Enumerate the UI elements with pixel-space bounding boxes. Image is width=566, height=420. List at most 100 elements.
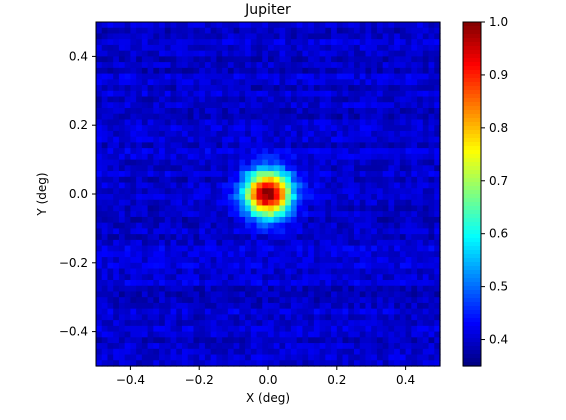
heatmap-cell	[113, 153, 120, 161]
heatmap-cell	[147, 343, 154, 350]
heatmap-cell	[417, 176, 424, 184]
heatmap-cell	[182, 102, 189, 109]
heatmap-cell	[101, 337, 109, 344]
heatmap-cell	[273, 188, 281, 195]
heatmap-cell	[176, 280, 183, 287]
heatmap-cell	[359, 262, 367, 270]
heatmap-cell	[227, 291, 235, 298]
heatmap-cell	[434, 79, 441, 86]
heatmap-cell	[422, 85, 430, 92]
heatmap-cell	[359, 216, 367, 224]
heatmap-cell	[193, 176, 200, 184]
heatmap-cell	[222, 171, 229, 178]
heatmap-cell	[147, 96, 154, 103]
heatmap-cell	[147, 268, 154, 275]
heatmap-cell	[159, 194, 166, 201]
heatmap-cell	[376, 62, 384, 69]
heatmap-cell	[268, 320, 275, 327]
heatmap-cell	[296, 308, 303, 315]
heatmap-cell	[130, 325, 137, 333]
heatmap-cell	[101, 90, 109, 98]
heatmap-cell	[319, 176, 326, 184]
heatmap-cell	[399, 343, 407, 350]
heatmap-cell	[388, 67, 395, 75]
heatmap-cell	[296, 33, 303, 40]
heatmap-cell	[216, 50, 223, 57]
heatmap-cell	[130, 245, 137, 252]
heatmap-cell	[296, 22, 303, 29]
heatmap-cell	[394, 251, 401, 258]
heatmap-cell	[422, 257, 430, 264]
heatmap-cell	[290, 73, 298, 80]
heatmap-cell	[348, 171, 355, 178]
heatmap-cell	[118, 85, 126, 92]
heatmap-cell	[417, 297, 424, 304]
heatmap-cell	[348, 44, 355, 52]
heatmap-cell	[233, 280, 240, 287]
heatmap-cell	[107, 136, 114, 143]
heatmap-cell	[428, 228, 435, 235]
heatmap-cell	[371, 348, 378, 356]
heatmap-cell	[113, 33, 120, 40]
heatmap-cell	[101, 50, 109, 57]
heatmap-cell	[411, 354, 418, 361]
heatmap-cell	[164, 257, 172, 264]
heatmap-cell	[422, 33, 430, 40]
heatmap-cell	[388, 234, 395, 241]
heatmap-cell	[113, 257, 120, 264]
heatmap-cell	[187, 274, 195, 281]
heatmap-cell	[124, 67, 131, 75]
heatmap-cell	[239, 308, 246, 315]
heatmap-cell	[153, 142, 160, 149]
heatmap-cell	[216, 354, 223, 361]
heatmap-cell	[331, 337, 338, 344]
heatmap-cell	[279, 136, 286, 143]
heatmap-cell	[239, 297, 246, 304]
heatmap-cell	[417, 222, 424, 229]
heatmap-cell	[199, 314, 206, 321]
heatmap-cell	[308, 56, 315, 63]
heatmap-cell	[262, 148, 269, 155]
y-tick-label: 0.0	[69, 187, 88, 201]
heatmap-cell	[382, 360, 389, 367]
heatmap-cell	[107, 90, 114, 98]
heatmap-cell	[222, 102, 229, 109]
heatmap-cell	[170, 165, 177, 172]
heatmap-cell	[388, 22, 395, 29]
heatmap-cell	[182, 291, 189, 298]
heatmap-cell	[199, 205, 206, 212]
heatmap-cell	[262, 119, 269, 126]
heatmap-cell	[141, 73, 149, 80]
heatmap-cell	[256, 325, 263, 333]
heatmap-cell	[193, 222, 200, 229]
heatmap-cell	[136, 96, 143, 103]
heatmap-cell	[153, 348, 160, 356]
heatmap-cell	[399, 148, 407, 155]
heatmap-cell	[331, 44, 338, 52]
heatmap-cell	[273, 239, 281, 247]
heatmap-cell	[153, 73, 160, 80]
heatmap-cell	[193, 33, 200, 40]
colorbar-segment	[463, 22, 481, 27]
heatmap-cell	[371, 268, 378, 275]
heatmap-cell	[428, 67, 435, 75]
heatmap-cell	[365, 285, 372, 293]
heatmap-cell	[204, 33, 212, 40]
heatmap-cell	[136, 251, 143, 258]
heatmap-cell	[428, 176, 435, 184]
heatmap-cell	[336, 50, 344, 57]
heatmap-cell	[302, 251, 309, 258]
heatmap-cell	[216, 274, 223, 281]
heatmap-cell	[193, 234, 200, 241]
heatmap-cell	[147, 67, 154, 75]
heatmap-cell	[411, 302, 418, 310]
heatmap-cell	[227, 96, 235, 103]
heatmap-cell	[159, 234, 166, 241]
heatmap-cell	[130, 176, 137, 184]
heatmap-cell	[268, 337, 275, 344]
heatmap-cell	[187, 96, 195, 103]
heatmap-cell	[153, 159, 160, 166]
colorbar-segment	[463, 342, 481, 347]
heatmap-cell	[199, 228, 206, 235]
heatmap-cell	[365, 85, 372, 92]
